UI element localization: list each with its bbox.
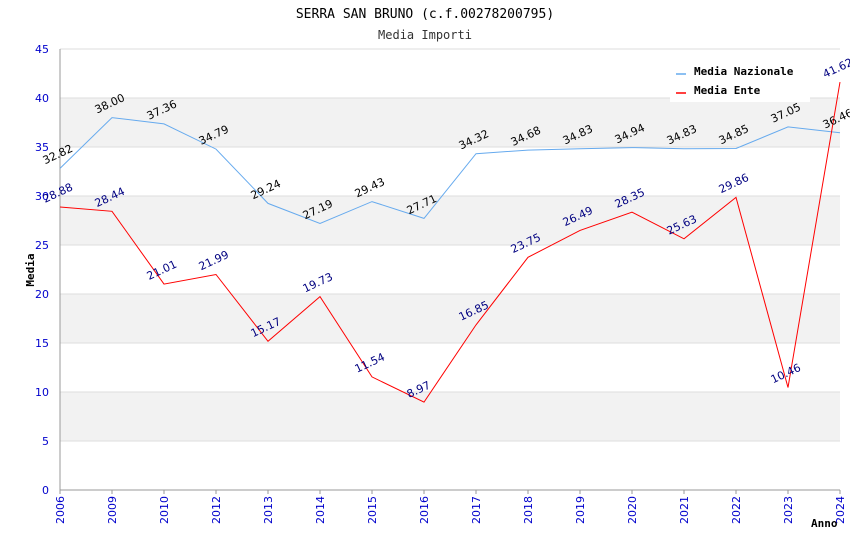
data-label: 21.99 bbox=[197, 248, 231, 273]
x-tick-label: 2022 bbox=[730, 496, 743, 524]
x-tick-label: 2019 bbox=[574, 496, 587, 524]
y-axis-label: Media bbox=[24, 253, 37, 286]
series-line-media-nazionale bbox=[59, 117, 841, 225]
legend-box bbox=[670, 60, 810, 102]
background-bands bbox=[60, 98, 840, 441]
data-label: 29.86 bbox=[717, 171, 751, 196]
y-tick-label: 45 bbox=[35, 43, 49, 56]
grid-band bbox=[60, 196, 840, 245]
x-tick-label: 2006 bbox=[54, 496, 67, 524]
series-lines bbox=[59, 82, 841, 403]
x-tick-label: 2017 bbox=[470, 496, 483, 524]
x-axis-label: Anno bbox=[811, 517, 838, 530]
y-tick-label: 40 bbox=[35, 92, 49, 105]
chart-subtitle: Media Importi bbox=[378, 28, 472, 42]
x-tick-label: 2016 bbox=[418, 496, 431, 524]
legend-label-media-nazionale: Media Nazionale bbox=[694, 65, 794, 78]
data-label: 41.62 bbox=[821, 56, 850, 81]
data-label: 21.01 bbox=[145, 258, 179, 283]
x-tick-label: 2018 bbox=[522, 496, 535, 524]
x-tick-label: 2010 bbox=[158, 496, 171, 524]
data-label: 10.46 bbox=[769, 361, 803, 386]
series-line-media-ente bbox=[59, 82, 841, 403]
y-tick-label: 20 bbox=[35, 288, 49, 301]
y-tick-label: 25 bbox=[35, 239, 49, 252]
y-tick-label: 0 bbox=[42, 484, 49, 497]
axes bbox=[59, 49, 840, 491]
x-tick-label: 2009 bbox=[106, 496, 119, 524]
x-tick-label: 2024 bbox=[834, 496, 847, 524]
y-tick-label: 30 bbox=[35, 190, 49, 203]
data-label: 19.73 bbox=[301, 270, 335, 295]
x-tick-label: 2021 bbox=[678, 496, 691, 524]
grid-band bbox=[60, 294, 840, 343]
x-tick-label: 2012 bbox=[210, 496, 223, 524]
y-tick-label: 15 bbox=[35, 337, 49, 350]
legend: Media Nazionale Media Ente bbox=[670, 60, 810, 102]
x-tick-label: 2020 bbox=[626, 496, 639, 524]
legend-label-media-ente: Media Ente bbox=[694, 84, 761, 97]
grid-band bbox=[60, 392, 840, 441]
x-tick-label: 2023 bbox=[782, 496, 795, 524]
x-tick-label: 2015 bbox=[366, 496, 379, 524]
y-tick-label: 10 bbox=[35, 386, 49, 399]
x-tick-labels: 2006 2009 2010 2012 2013 2014 2015 2016 2017 2018… bbox=[54, 490, 847, 524]
y-tick-label: 5 bbox=[42, 435, 49, 448]
y-tick-label: 35 bbox=[35, 141, 49, 154]
x-tick-label: 2014 bbox=[314, 496, 327, 524]
chart-title: SERRA SAN BRUNO (c.f.00278200795) bbox=[296, 7, 554, 22]
x-tick-label: 2013 bbox=[262, 496, 275, 524]
grid-band bbox=[60, 98, 840, 147]
y-tick-labels: 0 5 10 15 20 25 30 35 40 45 bbox=[35, 43, 49, 497]
